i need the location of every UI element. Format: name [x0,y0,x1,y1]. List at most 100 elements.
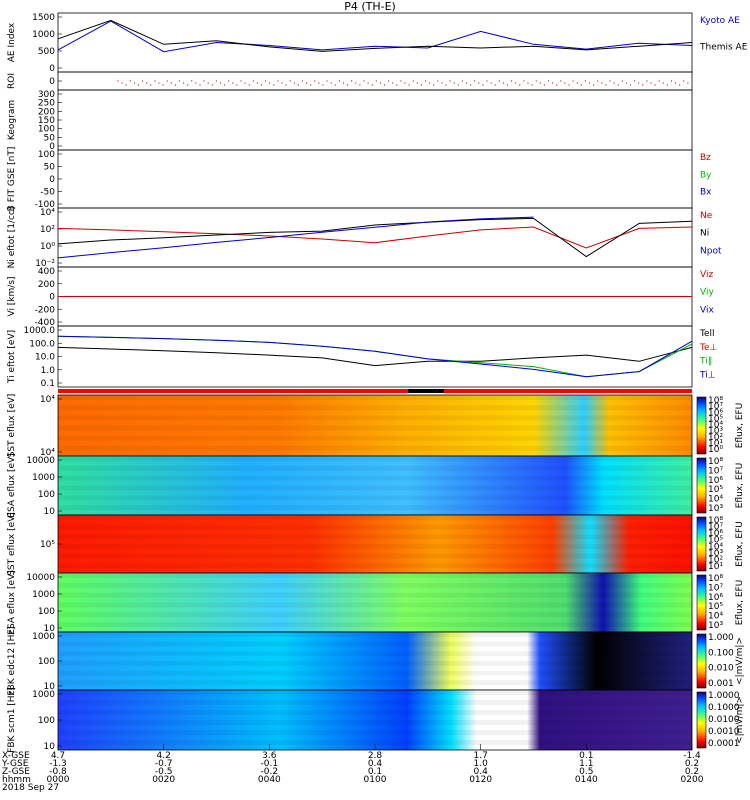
y-tick-label: 10⁻² [35,259,55,269]
legend-npot: Npot [700,246,722,256]
heatmap-band [58,425,692,431]
footer-value: 0.1 [368,767,382,777]
roi-dot [515,82,517,84]
roi-dot [195,82,197,84]
footer-label-zgse: Z-GSE [2,767,30,777]
roi-dot [642,84,644,86]
colorbar-tick: 10⁵ [708,414,723,424]
colorbar [696,691,707,749]
roi-dot [347,84,349,86]
colorbar-tick: 0.0010 [708,727,740,737]
heatmap-fill [58,632,692,690]
footer-value: 0.2 [685,759,699,769]
colorbar-tick: 1.000 [708,633,734,643]
y-tick-label: 1000 [32,30,55,40]
roi-dot [670,80,673,82]
y-tick-label: -100 [35,200,56,210]
legend-ne: Ne [700,211,713,221]
colorbar-tick: 10³ [708,504,723,514]
heatmap-band [58,582,692,588]
y-tick-label: 10.0 [35,353,55,363]
roi-dot [277,80,279,82]
colorbar-tick: 10⁵ [708,485,723,495]
roi-dot [437,80,439,82]
footer-value: 0200 [681,775,704,785]
roi-dot [498,80,500,82]
roi-dot [326,80,328,82]
roi-dot [482,84,484,86]
roi-dot [576,82,578,84]
roi-dot [129,80,131,82]
roi-dot [199,84,201,86]
y-tick-label: 100 [38,490,55,500]
y-tick-label: 100 [38,657,55,667]
y-tick-label: -50 [40,188,55,198]
y-tick-label: 10 [44,507,56,517]
footer-value: 1.1 [579,759,593,769]
colorbar-label: <|mV/m|> [735,696,745,744]
roi-dot [170,82,172,84]
roi-dot [232,82,234,84]
panel-fbk-edc12: 1.000 0.100 0.010 0.001 <|mV/m|> FBK edc12 [H… [7,626,745,695]
y-tick-label: 50 [44,163,56,173]
roi-dot [248,84,250,86]
roi-dot [133,82,135,84]
panel-frame [57,89,693,151]
y-axis-label: Ti eftot [eV] [7,330,17,384]
y-tick-label: 10⁴ [40,395,55,405]
roi-dot [654,84,656,86]
roi-dot [453,82,455,84]
footer-label-hhmm: hhmm [2,775,31,785]
roi-dot [408,84,410,86]
footer-value: -0.2 [261,767,279,777]
heatmap-band [58,632,692,637]
y-axis-label: ESA eflux [eV] [7,453,17,517]
heatmap-band [58,740,692,745]
y-tick-label: 10 [44,624,56,634]
roi-dot [355,82,357,84]
roi-dot [568,84,570,86]
heatmap-band [58,670,692,676]
heatmap-fill [58,395,692,456]
colorbar-tick: 10⁰ [708,445,723,455]
roi-dot [580,84,582,86]
heatmap-band [58,690,692,695]
y-tick-label: 10⁴ [40,448,55,458]
series-line-tell [57,346,693,367]
heatmap-band [58,553,692,559]
roi-dot [252,80,254,82]
colorbar [696,574,707,631]
colorbar-tick: 10⁶ [708,476,723,486]
heatmap-band [58,622,692,628]
colorbar-tick: 10¹ [708,562,723,572]
roi-dot [543,84,546,86]
colorbar [696,396,707,455]
colorbar-tick: 10³ [708,427,723,437]
roi-dot [383,84,386,86]
panel-fbk-scm1: 1.0000 0.1000 0.0100 0.0010 0.0001<|mV/m|> FB… [7,687,745,753]
heatmap-band [58,515,692,520]
footer-value: 0.2 [685,767,699,777]
heatmap-band [58,680,692,686]
footer-value: 1.0 [474,759,489,769]
legend-vix: Vix [700,305,714,315]
y-axis-label: B FIT GSE [nT] [7,147,17,212]
y-axis-label: Ni eftot [1/cc] [7,207,17,269]
roi-dot [535,80,537,82]
heatmap-band [58,651,692,657]
footer-label-xgse: X-GSE [2,751,30,761]
roi-dot [228,80,230,82]
y-tick-label: 1000.0 [24,326,56,336]
roi-dot [502,82,504,84]
colorbar-tick: 10⁴ [708,495,723,505]
footer-value: 1.7 [474,751,488,761]
roi-dot [260,84,263,86]
roi-dot [638,82,640,84]
heatmap-band [58,710,692,715]
colorbar-label: Eflux, EFU [735,580,745,626]
roi-dot [552,82,554,84]
heatmap-band [58,700,692,705]
roi-dot [342,82,345,84]
